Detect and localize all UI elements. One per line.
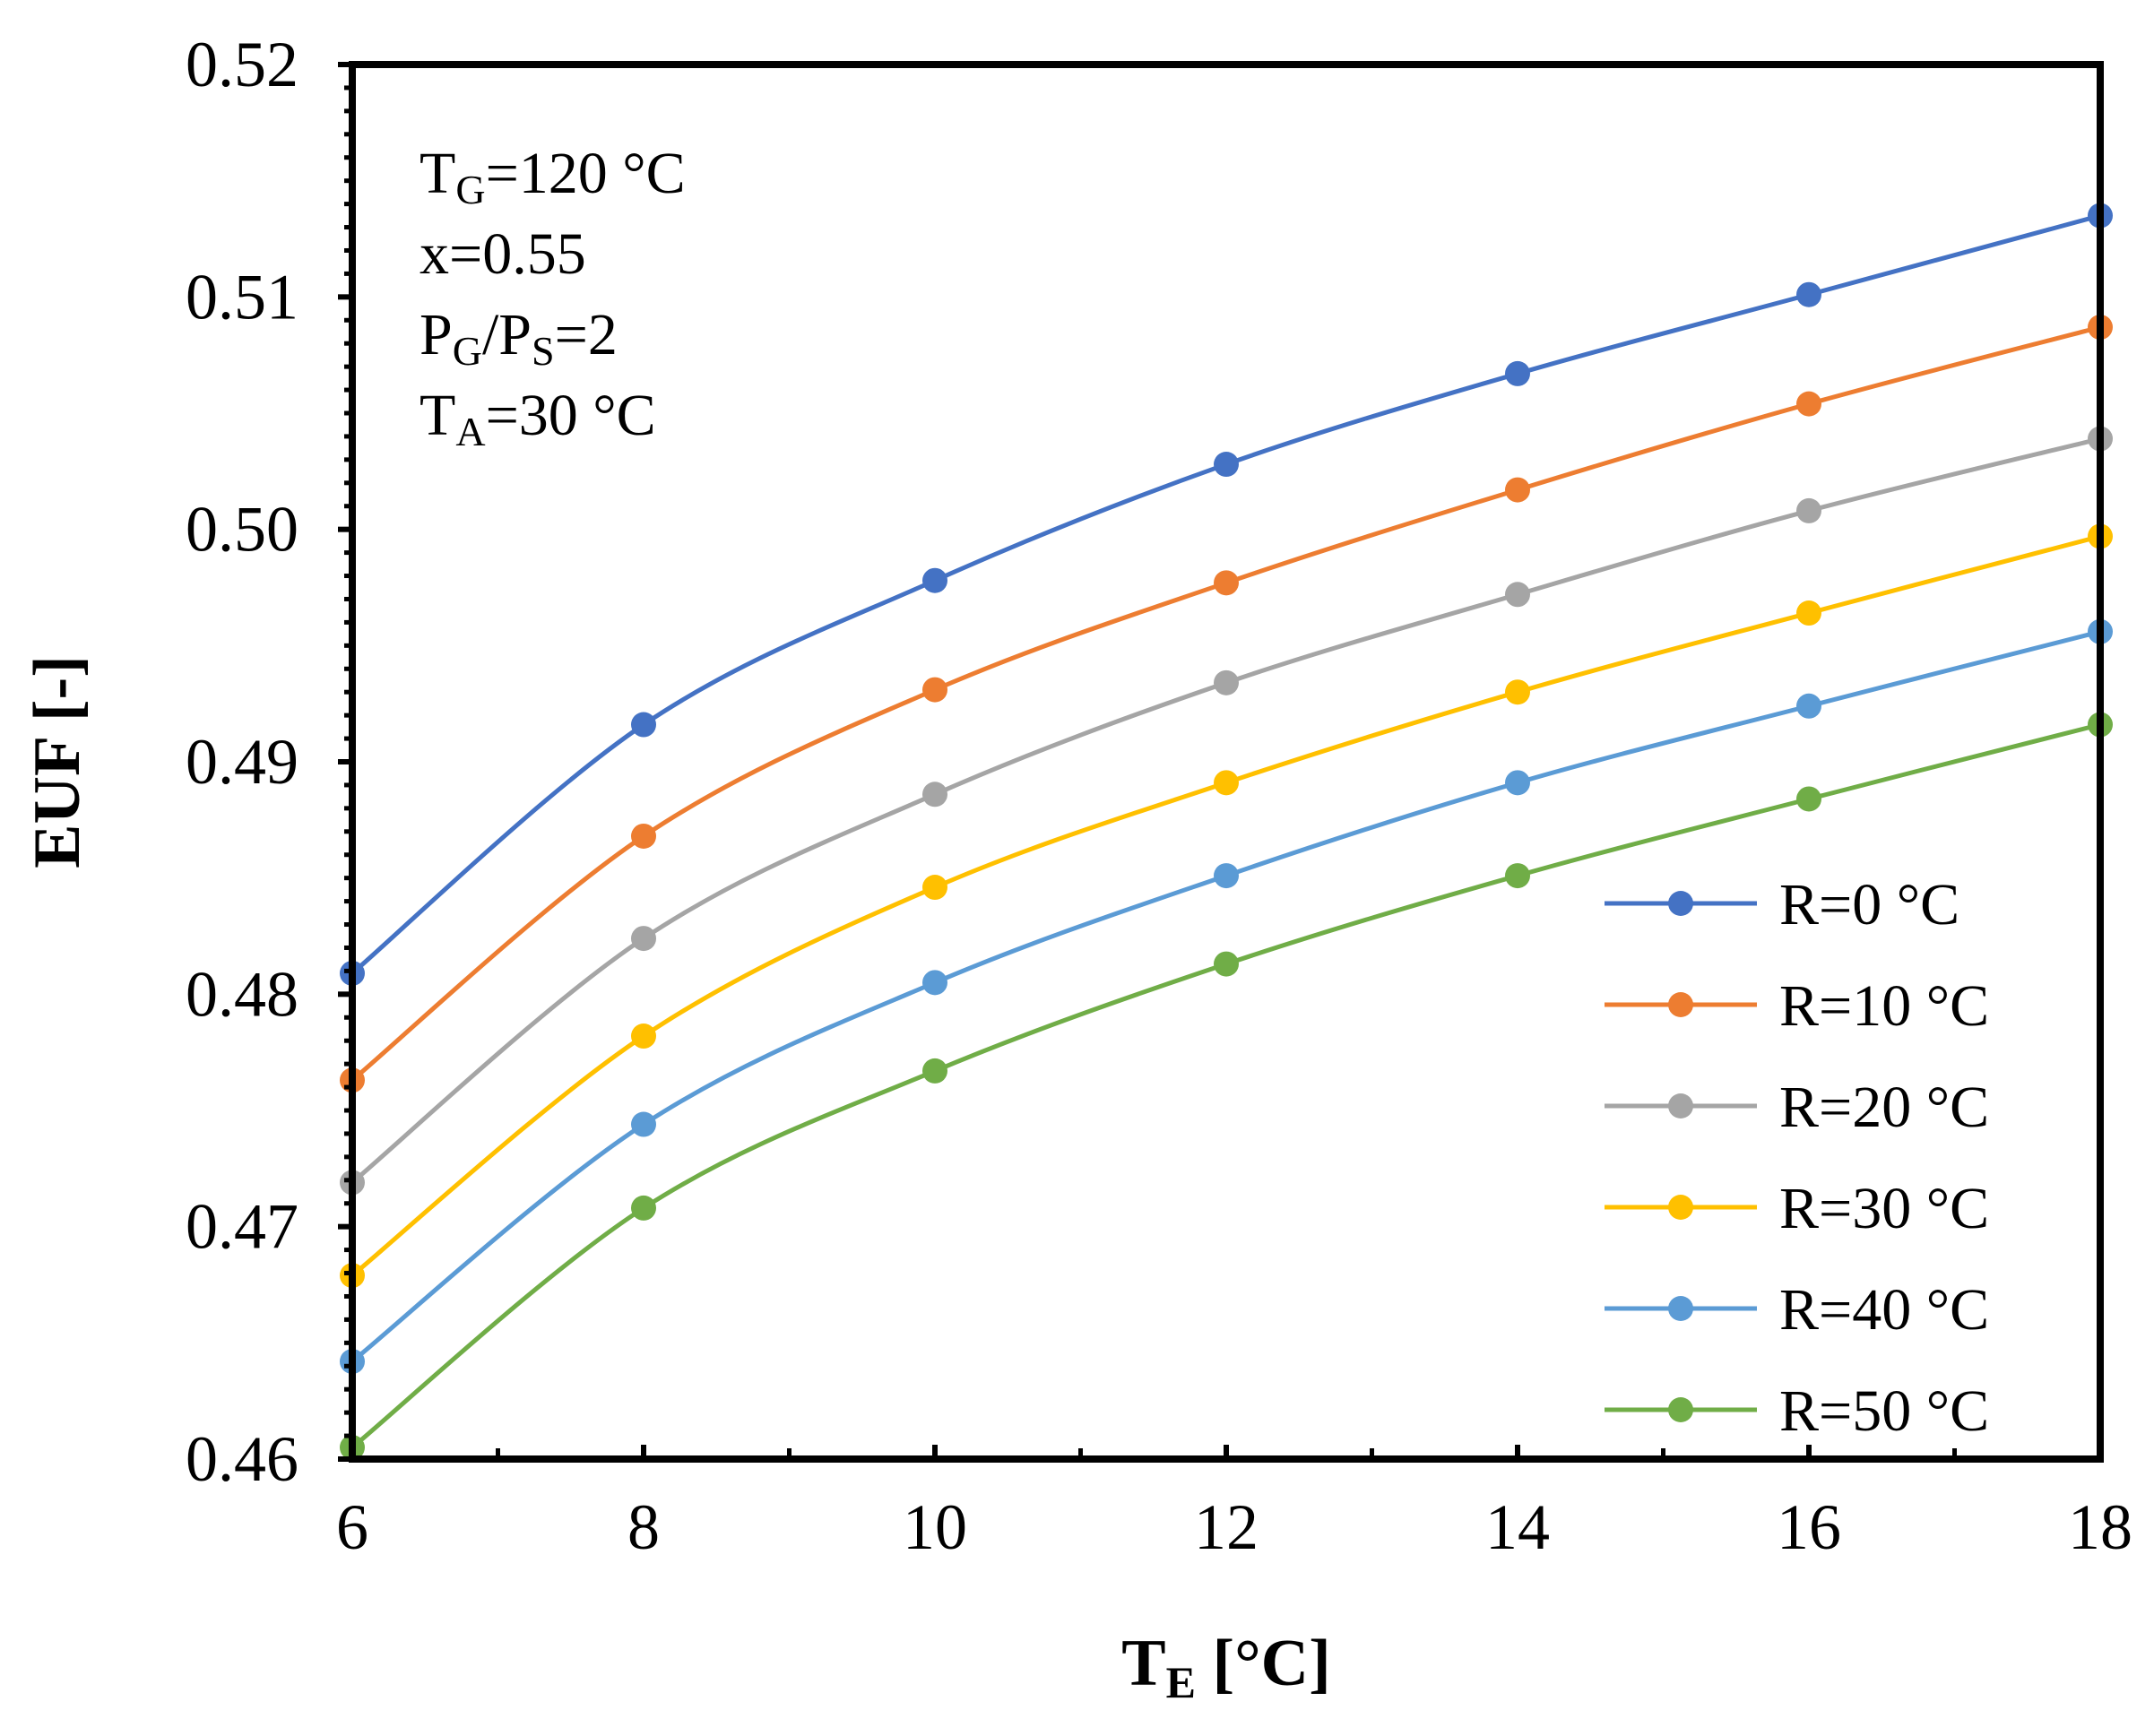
data-point xyxy=(1505,582,1530,608)
x-tick-label: 12 xyxy=(1194,1491,1259,1563)
y-tick-label: 0.49 xyxy=(186,726,298,798)
data-point xyxy=(1214,570,1239,596)
series-4 xyxy=(340,618,2113,1375)
legend-swatch-marker xyxy=(1668,1397,1693,1422)
y-tick-label: 0.48 xyxy=(186,958,298,1030)
data-point xyxy=(1796,600,1821,626)
x-tick-label: 10 xyxy=(903,1491,967,1563)
y-tick-label: 0.52 xyxy=(186,29,298,100)
axis-ticks xyxy=(338,62,2103,1462)
data-point xyxy=(1505,679,1530,705)
data-point xyxy=(1796,693,1821,719)
legend-label: R=40 °C xyxy=(1779,1277,1989,1343)
legend-label: R=20 °C xyxy=(1779,1075,1989,1140)
legend-swatch-marker xyxy=(1668,1296,1693,1321)
annotation-ta: TA=30 °C xyxy=(420,383,656,454)
series-line xyxy=(350,436,2101,1185)
data-point xyxy=(1505,770,1530,796)
data-point xyxy=(922,970,947,996)
data-point xyxy=(631,1195,656,1221)
x-tick-label: 16 xyxy=(1777,1491,1841,1563)
data-point xyxy=(922,567,947,593)
data-point xyxy=(922,875,947,901)
data-point xyxy=(1214,770,1239,796)
data-point xyxy=(1214,951,1239,977)
y-tick-label: 0.46 xyxy=(186,1423,298,1495)
legend-label: R=30 °C xyxy=(1779,1176,1989,1241)
data-point xyxy=(1505,863,1530,889)
x-axis-title: TE [°C] xyxy=(1121,1627,1331,1707)
y-tick-label: 0.51 xyxy=(186,261,298,333)
x-tick-label: 6 xyxy=(336,1491,368,1563)
legend-swatch-marker xyxy=(1668,992,1693,1017)
x-axis-title-main: T xyxy=(1121,1627,1165,1700)
y-tick-label: 0.47 xyxy=(186,1191,298,1263)
x-tick-label: 8 xyxy=(627,1491,660,1563)
data-point xyxy=(1214,452,1239,478)
data-point xyxy=(1214,863,1239,889)
legend-item: R=40 °C xyxy=(1605,1277,1989,1343)
legend-item: R=10 °C xyxy=(1605,973,1989,1039)
data-point xyxy=(1505,477,1530,503)
y-axis-title: EUF [-] xyxy=(21,655,94,868)
data-point xyxy=(922,677,947,703)
annotation-pressure-ratio: PG/PS=2 xyxy=(420,302,618,374)
annotation-x: x=0.55 xyxy=(420,221,586,287)
legend-label: R=10 °C xyxy=(1779,973,1989,1039)
data-point xyxy=(1796,391,1821,417)
legend-item: R=20 °C xyxy=(1605,1075,1989,1140)
data-point xyxy=(1214,669,1239,695)
legend-swatch-marker xyxy=(1668,1195,1693,1220)
series-3 xyxy=(340,523,2113,1289)
legend-label: R=0 °C xyxy=(1779,872,1959,937)
condition-annotations: TG=120 °C x=0.55 PG/PS=2 TA=30 °C xyxy=(420,141,686,454)
data-point xyxy=(631,823,656,849)
data-point xyxy=(922,1058,947,1084)
x-tick-label: 18 xyxy=(2068,1491,2132,1563)
annotation-tg: TG=120 °C xyxy=(420,141,686,212)
legend: R=0 °C R=10 °C R=20 °C R=30 °C R=40 °C R=50 °… xyxy=(1605,872,1989,1444)
legend-item: R=30 °C xyxy=(1605,1176,1989,1241)
y-tick-label: 0.50 xyxy=(186,494,298,566)
axis-labels: 0.46 0.47 0.48 0.49 0.50 0.51 0.52 6 8 10 12 14 16 18 xyxy=(186,29,2132,1563)
legend-swatch-marker xyxy=(1668,1093,1693,1118)
legend-label: R=50 °C xyxy=(1779,1378,1989,1444)
legend-item: R=0 °C xyxy=(1605,872,1959,937)
x-tick-label: 14 xyxy=(1485,1491,1550,1563)
data-point xyxy=(1505,360,1530,386)
data-point xyxy=(631,926,656,952)
data-point xyxy=(631,1023,656,1049)
data-point xyxy=(922,782,947,808)
series-2 xyxy=(340,426,2113,1196)
x-axis-title-rest: [°C] xyxy=(1196,1627,1331,1700)
data-point xyxy=(1796,281,1821,307)
data-point xyxy=(631,1111,656,1137)
data-point xyxy=(1796,497,1821,523)
data-point xyxy=(1796,786,1821,812)
legend-item: R=50 °C xyxy=(1605,1378,1989,1444)
x-axis-title-sub: E xyxy=(1166,1657,1196,1707)
plot-frame xyxy=(349,61,2104,1463)
data-point xyxy=(631,712,656,738)
legend-swatch-marker xyxy=(1668,891,1693,916)
